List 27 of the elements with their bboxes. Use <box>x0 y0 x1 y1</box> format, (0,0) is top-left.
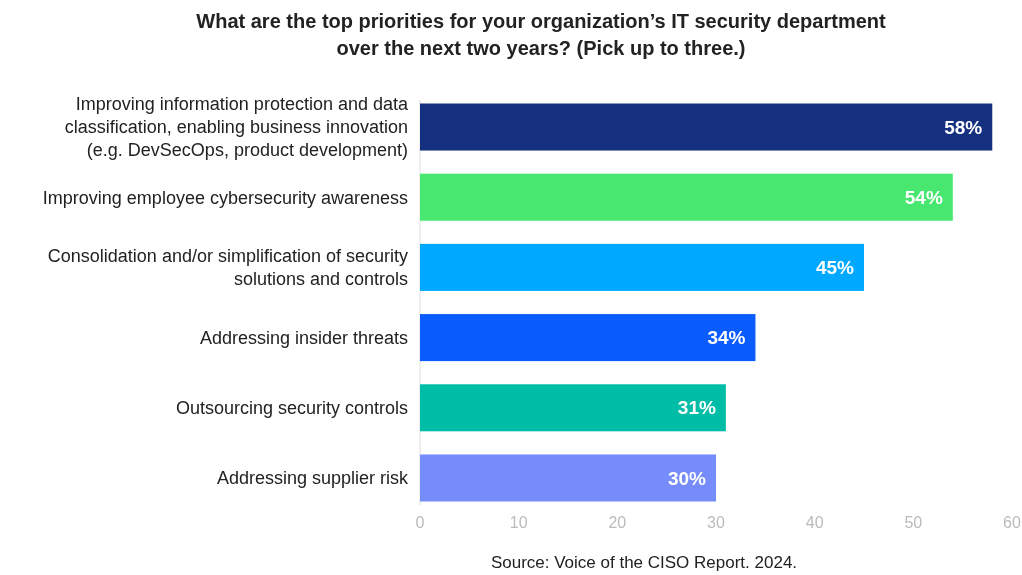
x-tick-label: 60 <box>1003 514 1021 531</box>
source-note: Source: Voice of the CISO Report. 2024. <box>490 553 798 572</box>
bar <box>420 243 864 291</box>
data-label: 31% <box>677 397 716 419</box>
x-tick-label: 30 <box>707 514 725 531</box>
x-tick-label: 10 <box>509 514 528 531</box>
y-tick-label: Addressing insider threats <box>199 327 408 348</box>
data-label: 30% <box>667 467 707 489</box>
y-tick-label: Consolidation and/or simplification of security solutions and controls <box>47 246 408 290</box>
x-tick-label: 0 <box>415 514 425 531</box>
y-tick-label: Improving employee cybersecurity awareness <box>42 187 408 208</box>
data-label: 34% <box>707 327 746 349</box>
y-tick-label: Addressing supplier risk <box>216 468 409 489</box>
data-label: 45% <box>815 257 855 279</box>
bar <box>420 454 716 502</box>
x-tick-label: 50 <box>904 514 923 531</box>
data-label: 54% <box>904 186 943 208</box>
y-tick-label: Outsourcing security controls <box>175 398 408 419</box>
data-label: 58% <box>944 116 983 138</box>
bar <box>420 314 756 362</box>
y-tick-label: Improving information protection and data classification, enabling business innovation (e.g. DevSecOps, product development) <box>64 94 409 161</box>
chart-title: What are the top priorities for your organization’s IT security department over the next two years? (Pick up to three.) <box>196 10 887 59</box>
x-tick-label: 20 <box>608 514 627 531</box>
bar <box>420 103 993 151</box>
bar <box>420 173 953 221</box>
x-tick-label: 40 <box>805 514 824 531</box>
bar <box>420 384 726 432</box>
